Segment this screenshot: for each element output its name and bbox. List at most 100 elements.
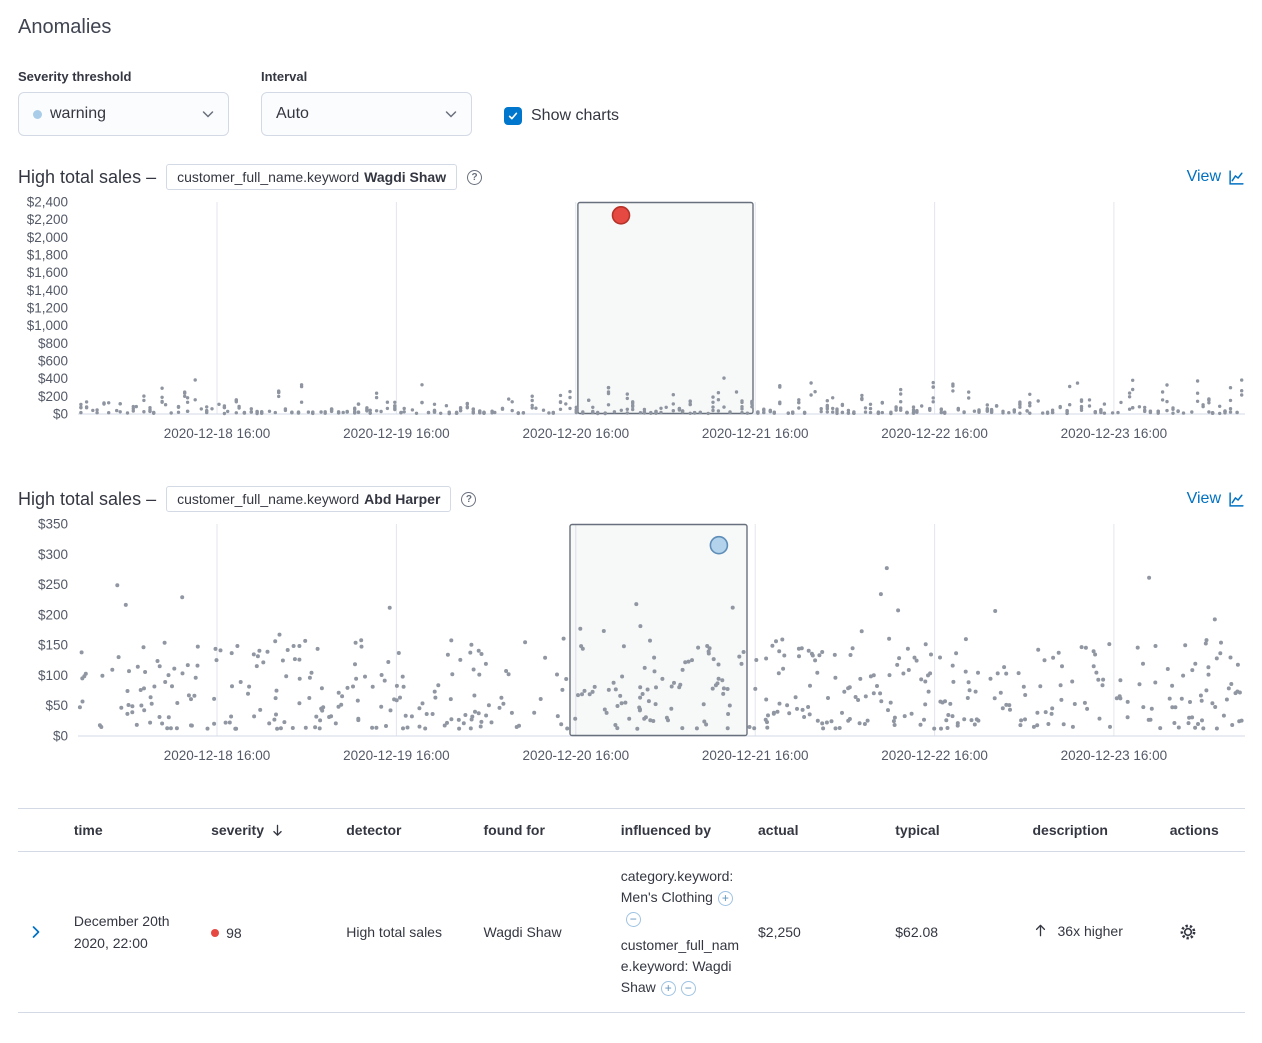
svg-text:$1,000: $1,000 xyxy=(27,318,68,333)
svg-text:$600: $600 xyxy=(38,354,68,369)
actual-cell: $2,250 xyxy=(758,924,801,940)
severity-threshold-label: Severity threshold xyxy=(18,69,132,84)
svg-text:$0: $0 xyxy=(53,407,68,422)
show-charts-label: Show charts xyxy=(531,107,620,124)
svg-text:2020-12-23 16:00: 2020-12-23 16:00 xyxy=(1061,426,1168,441)
svg-text:2020-12-23 16:00: 2020-12-23 16:00 xyxy=(1061,748,1168,763)
help-icon[interactable] xyxy=(461,491,477,507)
svg-text:2020-12-20 16:00: 2020-12-20 16:00 xyxy=(523,426,630,441)
severity-cell: 98 xyxy=(211,925,242,941)
view-link[interactable]: View xyxy=(1187,168,1245,186)
svg-text:$2,000: $2,000 xyxy=(27,230,68,245)
view-chart-icon xyxy=(1229,491,1244,507)
help-icon[interactable] xyxy=(467,169,483,185)
svg-text:$400: $400 xyxy=(38,371,68,386)
page-title: Anomalies xyxy=(18,16,112,38)
anomaly-chart[interactable]: 2020-12-18 16:00 2020-12-19 16:00 2020-12-… xyxy=(18,195,1245,448)
column-header-found-for: found for xyxy=(475,808,613,852)
svg-text:$100: $100 xyxy=(38,668,68,683)
interval-group: Interval Auto xyxy=(261,69,472,136)
view-link-label: View xyxy=(1186,168,1221,185)
description-cell: 36x higher xyxy=(1033,923,1123,939)
column-header-time: time xyxy=(65,808,204,852)
chart-header: High total sales – customer_full_name.ke… xyxy=(18,164,1245,190)
svg-text:$0: $0 xyxy=(53,729,68,744)
svg-text:$300: $300 xyxy=(38,547,68,562)
svg-text:2020-12-18 16:00: 2020-12-18 16:00 xyxy=(164,426,271,441)
checkbox-checked-icon xyxy=(504,107,522,125)
svg-text:$800: $800 xyxy=(38,336,68,351)
add-filter-icon[interactable] xyxy=(660,980,676,996)
influencer-item: category.keyword: Men's Clothing xyxy=(621,866,742,929)
entity-badge: customer_full_name.keyword Abd Harper xyxy=(166,486,452,512)
detector-cell: High total sales xyxy=(346,924,442,940)
svg-text:$1,400: $1,400 xyxy=(27,283,68,298)
chart-header: High total sales – customer_full_name.ke… xyxy=(18,486,1245,512)
anomaly-chart-section-wagdi-shaw: High total sales – customer_full_name.ke… xyxy=(18,164,1245,448)
column-header-actual: actual xyxy=(750,808,888,852)
chart-title: High total sales – xyxy=(18,166,157,187)
column-header-expand xyxy=(18,808,66,852)
anomaly-chart-section-abd-harper: High total sales – customer_full_name.ke… xyxy=(18,486,1245,770)
svg-text:$2,200: $2,200 xyxy=(27,212,68,227)
svg-text:$150: $150 xyxy=(38,638,68,653)
influenced-by-cell: category.keyword: Men's Clothing custome… xyxy=(612,851,750,1013)
interval-select[interactable]: Auto xyxy=(261,92,472,136)
chevron-down-icon xyxy=(202,111,214,118)
svg-text:$200: $200 xyxy=(38,389,68,404)
svg-text:2020-12-19 16:00: 2020-12-19 16:00 xyxy=(343,748,450,763)
show-charts-checkbox[interactable]: Show charts xyxy=(504,107,619,125)
entity-badge: customer_full_name.keyword Wagdi Shaw xyxy=(166,164,458,190)
chevron-down-icon xyxy=(445,111,457,118)
svg-text:2020-12-21 16:00: 2020-12-21 16:00 xyxy=(702,748,809,763)
entity-value: Wagdi Shaw xyxy=(364,169,447,185)
view-link[interactable]: View xyxy=(1187,490,1245,508)
column-header-influenced-by: influenced by xyxy=(612,808,750,852)
entity-value: Abd Harper xyxy=(364,491,441,507)
up-arrow-icon xyxy=(1035,924,1045,937)
table-row: December 20th 2020, 22:00 98 High total … xyxy=(18,851,1245,1013)
svg-text:$200: $200 xyxy=(38,607,68,622)
svg-text:2020-12-20 16:00: 2020-12-20 16:00 xyxy=(523,748,630,763)
column-header-description: description xyxy=(1024,808,1162,852)
severity-score: 98 xyxy=(226,924,242,941)
severity-threshold-value: warning xyxy=(50,105,107,122)
svg-text:$1,600: $1,600 xyxy=(27,265,68,280)
gear-icon[interactable] xyxy=(1176,920,1200,944)
svg-text:2020-12-22 16:00: 2020-12-22 16:00 xyxy=(881,748,988,763)
svg-text:2020-12-22 16:00: 2020-12-22 16:00 xyxy=(881,426,988,441)
description-text: 36x higher xyxy=(1057,922,1123,939)
svg-text:$1,800: $1,800 xyxy=(27,248,68,263)
remove-filter-icon[interactable] xyxy=(680,980,696,996)
svg-text:$350: $350 xyxy=(38,518,68,532)
found-for-cell: Wagdi Shaw xyxy=(483,924,562,940)
entity-field: customer_full_name.keyword xyxy=(177,169,360,185)
svg-text:2020-12-21 16:00: 2020-12-21 16:00 xyxy=(702,426,809,441)
severity-threshold-group: Severity threshold warning xyxy=(18,69,229,136)
controls-bar: Severity threshold warning Interval Auto… xyxy=(18,69,1245,136)
influencer-item: customer_full_name.keyword: Wagdi Shaw xyxy=(621,935,742,998)
column-header-severity[interactable]: severity xyxy=(203,808,339,852)
warning-severity-dot-icon xyxy=(33,109,42,119)
svg-text:2020-12-18 16:00: 2020-12-18 16:00 xyxy=(164,748,271,763)
sort-desc-icon xyxy=(273,824,282,836)
influencer-label: category.keyword: Men's Clothing xyxy=(620,868,734,905)
svg-text:$1,200: $1,200 xyxy=(27,301,68,316)
anomalies-table: time severity detector found for influen… xyxy=(18,808,1245,1013)
interval-label: Interval xyxy=(261,69,308,84)
view-link-label: View xyxy=(1186,490,1221,507)
anomalies-page: Anomalies Severity threshold warning Int… xyxy=(0,0,1262,1013)
remove-filter-icon[interactable] xyxy=(625,911,641,927)
column-header-detector: detector xyxy=(338,808,476,852)
expand-row-chevron-icon[interactable] xyxy=(26,922,46,942)
severity-threshold-select[interactable]: warning xyxy=(18,92,229,136)
add-filter-icon[interactable] xyxy=(717,890,733,906)
svg-text:$50: $50 xyxy=(45,698,68,713)
svg-text:$250: $250 xyxy=(38,577,68,592)
anomaly-chart[interactable]: 2020-12-18 16:00 2020-12-19 16:00 2020-12-… xyxy=(18,517,1245,770)
column-header-actions: actions xyxy=(1161,808,1245,852)
column-header-typical: typical xyxy=(887,808,1025,852)
critical-severity-dot-icon xyxy=(211,928,220,937)
svg-text:$2,400: $2,400 xyxy=(27,196,68,210)
table-header-row: time severity detector found for influen… xyxy=(18,808,1245,852)
